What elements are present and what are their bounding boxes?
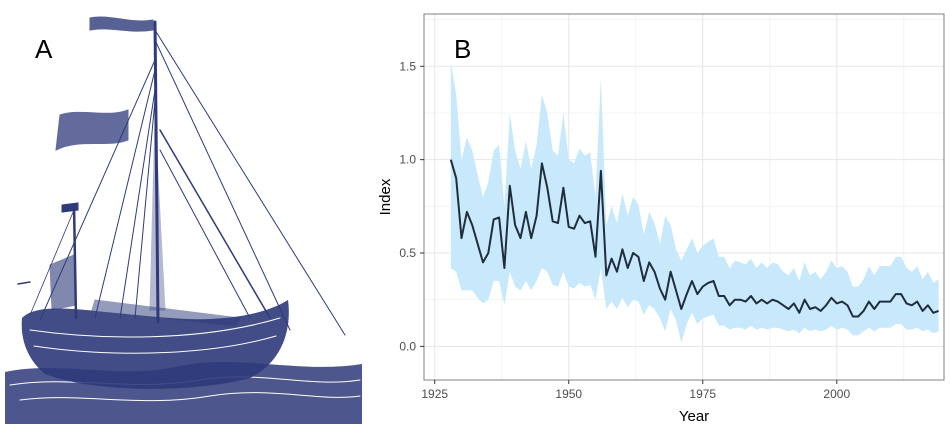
ship-illustration-panel: A: [0, 0, 370, 424]
y-axis-title: Index: [377, 178, 394, 215]
x-axis-title: Year: [679, 408, 709, 424]
panel-label-a: A: [35, 34, 53, 64]
x-tick-label: 1925: [421, 387, 448, 401]
x-axis-ticks: 1925 1950 1975 2000: [421, 380, 850, 401]
confidence-ribbon: [450, 62, 939, 343]
index-chart-panel: 1925 1950 1975 2000 0.0 0.5 1.0 1.5 Year Index…: [370, 0, 950, 425]
x-tick-label: 2000: [823, 387, 850, 401]
y-tick-label: 0.0: [399, 339, 416, 353]
plot-frame: [423, 13, 945, 381]
y-tick-label: 0.5: [399, 246, 416, 260]
panel-label-b: B: [454, 34, 471, 64]
y-tick-label: 1.0: [399, 153, 416, 167]
x-tick-label: 1950: [555, 387, 582, 401]
ship-engraving-illustration: [5, 16, 362, 424]
y-tick-label: 1.5: [399, 59, 416, 73]
index-line-chart: 1925 1950 1975 2000 0.0 0.5 1.0 1.5 Year Index…: [377, 13, 945, 425]
x-tick-label: 1975: [689, 387, 716, 401]
index-series-line: [449, 159, 939, 318]
y-axis-ticks: 0.0 0.5 1.0 1.5: [399, 59, 424, 353]
